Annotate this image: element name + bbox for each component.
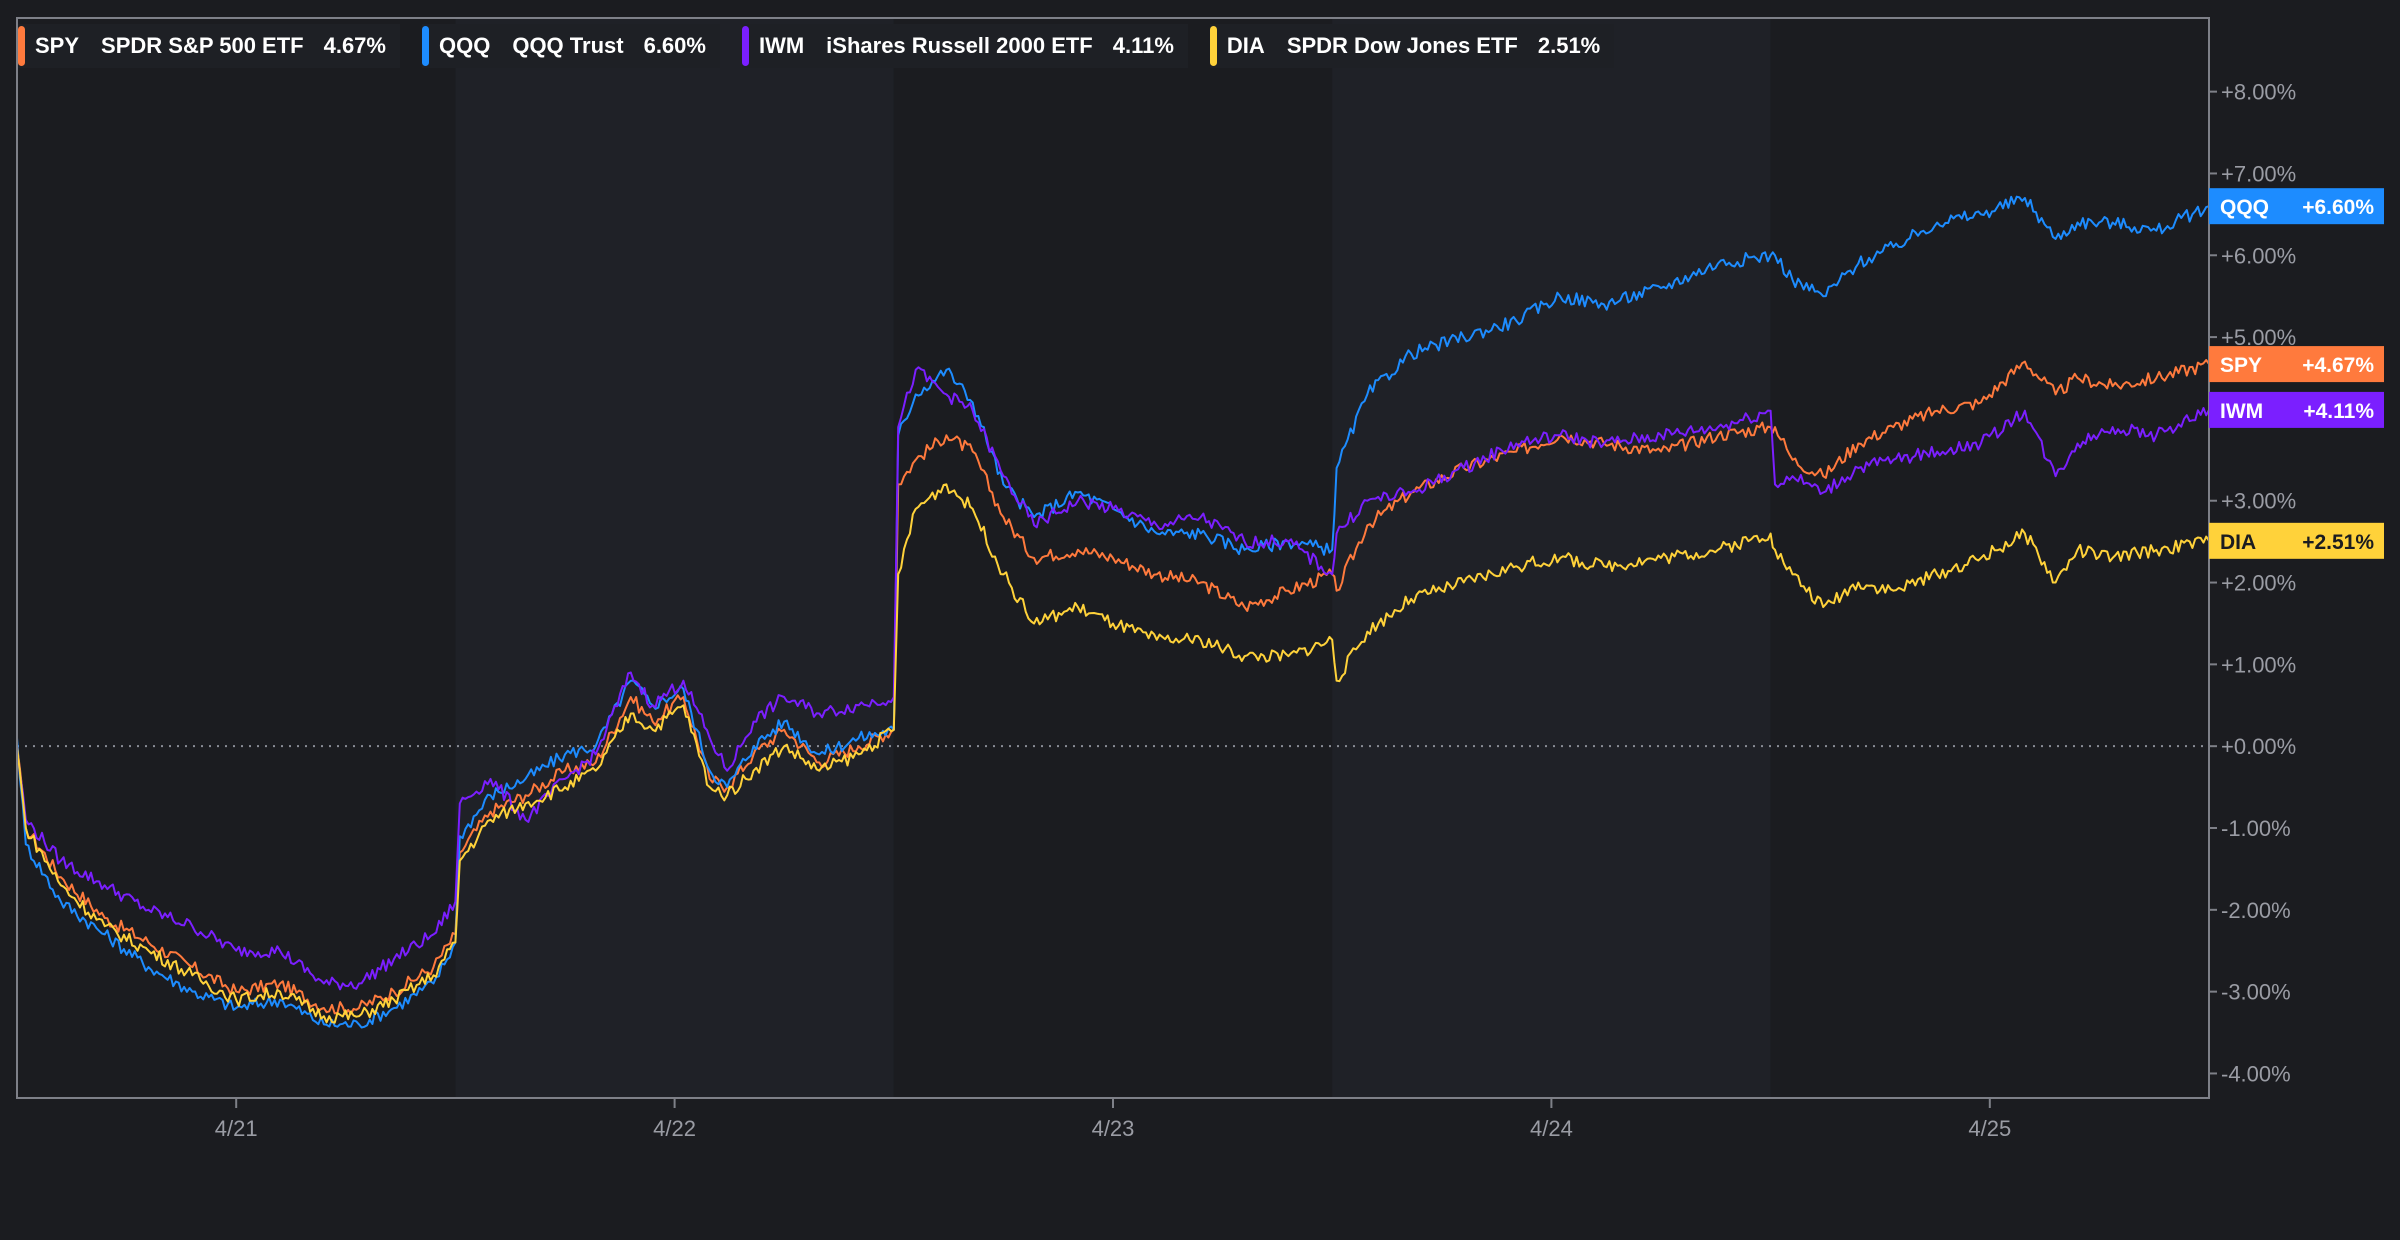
y-tick-label: +7.00% <box>2221 161 2296 186</box>
y-tick-label: +1.00% <box>2221 652 2296 677</box>
legend-color-bar <box>18 26 25 66</box>
legend-value: 4.11% <box>1112 33 1174 58</box>
legend-item-qqq[interactable]: QQQ QQQ Trust 6.60% <box>421 24 720 68</box>
legend-name: SPDR S&P 500 ETF <box>101 33 304 58</box>
end-label-ticker: IWM <box>2220 400 2263 423</box>
y-axis: +8.00%+7.00%+6.00%+5.00%+4.00%+3.00%+2.0… <box>2209 80 2296 1086</box>
end-label-box <box>2209 522 2384 559</box>
end-label-ticker: SPY <box>2220 354 2262 377</box>
series-line-spy <box>16 359 2210 1016</box>
legend-item-spy[interactable]: SPY SPDR S&P 500 ETF 4.67% <box>18 24 400 68</box>
y-tick-label: -1.00% <box>2221 816 2291 841</box>
legend-ticker: QQQ <box>438 33 491 58</box>
legend-ticker: DIA <box>1226 33 1265 58</box>
end-label-ticker: DIA <box>2220 531 2256 554</box>
day-band <box>455 18 894 1098</box>
legend-name: QQQ Trust <box>512 33 624 58</box>
end-labels: SPY +4.67% QQQ +6.60% IWM +4.11% DIA +2.51% <box>2209 188 2384 559</box>
legend-value: 2.51% <box>1537 33 1601 58</box>
y-tick-label: +0.00% <box>2221 734 2296 759</box>
legend-name: SPDR Dow Jones ETF <box>1286 33 1518 58</box>
series-line-dia <box>16 483 2210 1024</box>
end-label-box <box>2209 188 2384 225</box>
legend-item-iwm[interactable]: IWM iShares Russell 2000 ETF 4.11% <box>741 24 1188 68</box>
day-band <box>1332 18 1771 1098</box>
end-label-dia: DIA +2.51% <box>2209 522 2384 559</box>
legend-value: 4.67% <box>323 33 386 58</box>
end-label-spy: SPY +4.67% <box>2209 346 2384 383</box>
end-label-iwm: IWM +4.11% <box>2209 391 2384 428</box>
legend: SPY SPDR S&P 500 ETF 4.67% QQQ QQQ Trust… <box>18 24 1636 68</box>
y-tick-label: -4.00% <box>2221 1061 2291 1086</box>
y-tick-label: +8.00% <box>2221 80 2296 105</box>
y-tick-label: +5.00% <box>2221 325 2296 350</box>
legend-name: iShares Russell 2000 ETF <box>826 33 1093 58</box>
y-tick-label: +3.00% <box>2221 489 2296 514</box>
end-label-box <box>2209 346 2384 383</box>
x-tick-label: 4/24 <box>1530 1116 1573 1141</box>
legend-value: 6.60% <box>643 33 706 58</box>
x-tick-label: 4/25 <box>1968 1116 2011 1141</box>
legend-ticker: SPY <box>35 33 80 58</box>
x-tick-label: 4/23 <box>1092 1116 1135 1141</box>
end-label-box <box>2209 391 2384 428</box>
y-tick-label: -2.00% <box>2221 898 2291 923</box>
series-line-iwm <box>16 366 2210 991</box>
end-label-value: +4.67% <box>2302 354 2374 377</box>
series-lines <box>16 195 2210 1029</box>
end-label-value: +4.11% <box>2303 400 2374 423</box>
end-label-value: +6.60% <box>2302 196 2374 219</box>
end-label-ticker: QQQ <box>2220 196 2269 219</box>
y-tick-label: +2.00% <box>2221 571 2296 596</box>
x-axis: 4/21 4/22 4/23 4/24 4/25 <box>215 1098 2011 1141</box>
legend-color-bar <box>741 26 749 66</box>
legend-ticker: IWM <box>758 33 805 58</box>
end-label-qqq: QQQ +6.60% <box>2209 188 2384 225</box>
day-band <box>17 18 456 1098</box>
legend-item-dia[interactable]: DIA SPDR Dow Jones ETF 2.51% <box>1209 24 1615 68</box>
y-tick-label: +6.00% <box>2221 243 2296 268</box>
x-tick-label: 4/21 <box>215 1116 258 1141</box>
end-label-value: +2.51% <box>2302 531 2374 554</box>
y-tick-label: -3.00% <box>2221 980 2291 1005</box>
legend-color-bar <box>421 26 429 66</box>
legend-color-bar <box>1209 26 1217 66</box>
x-tick-label: 4/22 <box>653 1116 696 1141</box>
